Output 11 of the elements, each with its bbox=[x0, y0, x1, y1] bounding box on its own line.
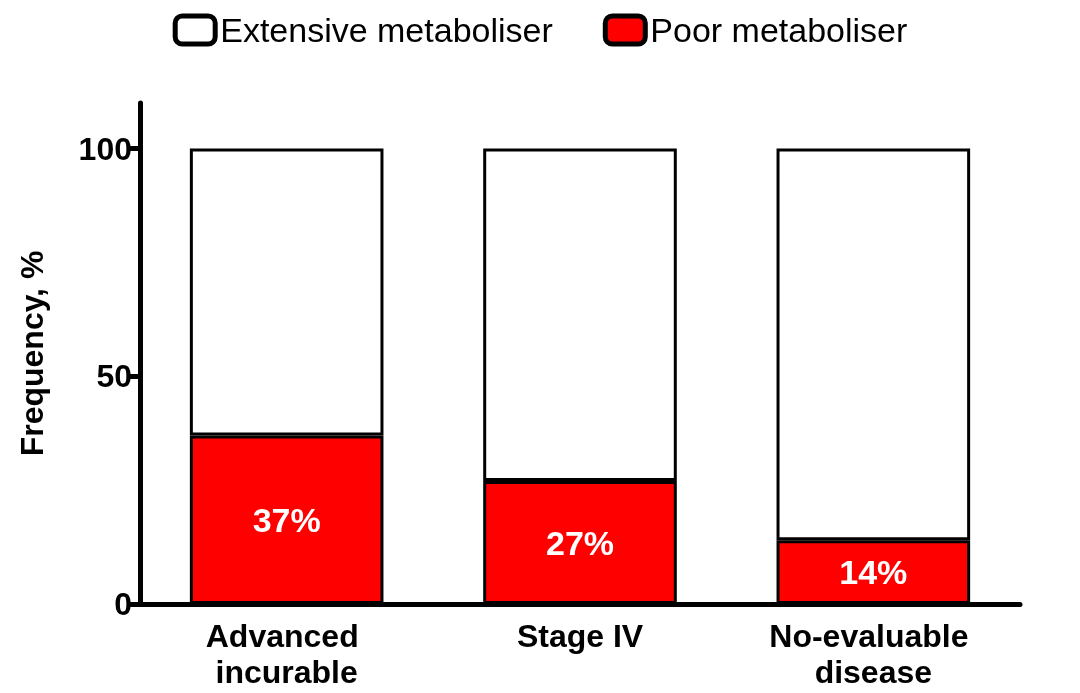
data-label: 37% bbox=[252, 500, 321, 539]
y-axis-title: Frequency, % bbox=[14, 250, 50, 457]
x-tick-label: Stage IV bbox=[516, 618, 644, 654]
y-tick-label: 100 bbox=[78, 130, 132, 167]
y-tick-label: 50 bbox=[96, 358, 132, 395]
legend-label: Poor metaboliser bbox=[650, 11, 908, 49]
x-tick-label: Advanced incurable bbox=[205, 618, 368, 690]
x-tick-label: No-evaluable disease bbox=[769, 618, 978, 690]
data-label: 27% bbox=[545, 523, 615, 562]
legend-label: Extensive metaboliser bbox=[220, 11, 553, 49]
data-label: 14% bbox=[839, 553, 908, 592]
